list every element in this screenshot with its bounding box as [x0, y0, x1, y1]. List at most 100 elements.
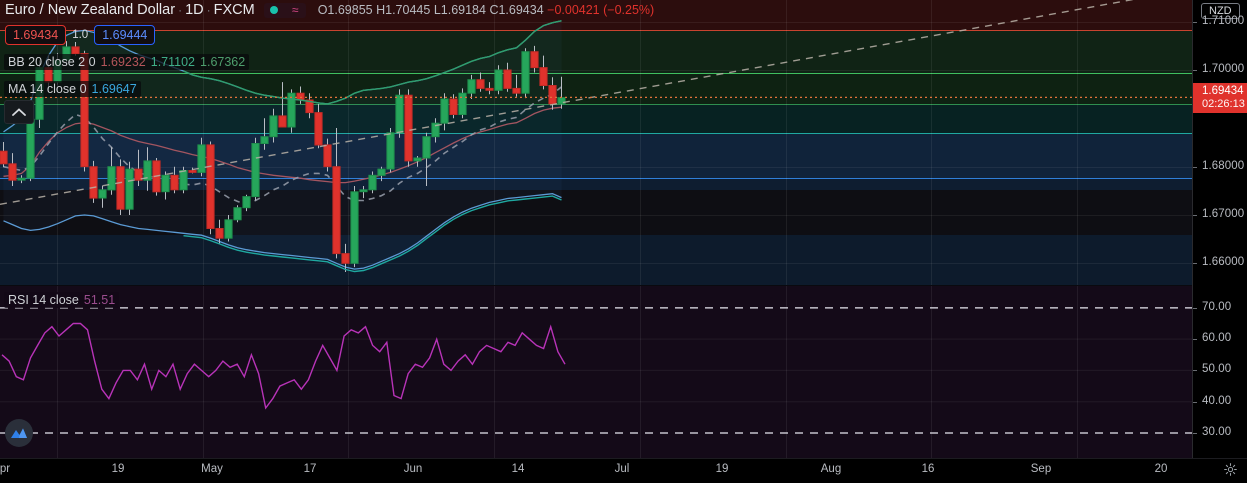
candle-body	[305, 99, 314, 114]
price-axis-tick	[1193, 70, 1197, 71]
settings-gear-icon[interactable]	[1224, 463, 1237, 479]
data-quality-indicator[interactable]: ≈	[285, 3, 306, 18]
candle-body	[242, 196, 251, 209]
time-axis-label: May	[201, 463, 223, 475]
zone-boundary-3	[0, 133, 1192, 134]
zone-band-2	[0, 73, 1192, 104]
price-axis-tick	[1193, 215, 1197, 216]
rsi-vgrid-7	[1077, 286, 1078, 458]
time-axis-label: 19	[715, 463, 729, 475]
candle-body	[449, 98, 458, 115]
rsi-axis-label: 60.00	[1202, 332, 1232, 345]
ohlc-readout: O1.69855 H1.70445 L1.69184 C1.69434 −0.0…	[318, 3, 654, 17]
vgrid-2	[348, 0, 349, 285]
wave-icon: ≈	[291, 3, 299, 17]
app-logo[interactable]	[5, 419, 33, 447]
vgrid-1	[203, 0, 204, 285]
vgrid-3	[494, 0, 495, 285]
rsi-axis-tick	[1193, 402, 1197, 403]
vgrid-7	[1077, 0, 1078, 285]
trend-line	[0, 0, 1135, 206]
time-axis-label: 20	[1154, 463, 1168, 475]
bollinger-bands-legend[interactable]: BB 20 close 2 0 1.69232 1.71102 1.67362	[4, 54, 250, 70]
hgrid-0	[0, 22, 1192, 23]
candle-body	[467, 79, 476, 94]
candle-body	[422, 136, 431, 159]
candle-body	[107, 166, 116, 191]
bid-price-box[interactable]: 1.69434	[5, 25, 67, 45]
market-open-indicator[interactable]	[264, 3, 285, 18]
rsi-legend[interactable]: RSI 14 close 51.51	[4, 292, 120, 308]
candle-body	[323, 144, 332, 168]
ohlc-change: −0.00421	[547, 3, 600, 17]
candle-body	[71, 46, 80, 55]
candle-body	[368, 174, 377, 191]
rsi-axis-tick	[1193, 308, 1197, 309]
candle-body	[494, 69, 503, 91]
rsi-line	[1, 322, 566, 410]
candle-body	[440, 98, 449, 124]
symbol-title[interactable]: Euro / New Zealand Dollar · 1D · FXCM	[0, 2, 255, 18]
rsi-vgrid-4	[640, 286, 641, 458]
price-series-canvas	[0, 0, 1192, 273]
ohlc-close: C1.69434	[489, 3, 544, 17]
candle-body	[521, 51, 530, 94]
time-axis-label: 17	[303, 463, 317, 475]
ask-price-box[interactable]: 1.69444	[94, 25, 156, 45]
candle-body	[179, 170, 188, 191]
bar-countdown: 02:26:13	[1202, 98, 1245, 111]
hgrid-2	[0, 167, 1192, 168]
bb-label: BB 20 close 2 0	[8, 55, 96, 69]
candle-body	[206, 144, 215, 229]
zone-band-3	[0, 104, 1192, 133]
candle-body	[80, 53, 89, 168]
market-status-group[interactable]: ≈	[263, 2, 306, 18]
vgrid-6	[931, 0, 932, 285]
candle-body	[116, 166, 125, 210]
zone-band-7	[0, 235, 1192, 285]
time-axis-label: Aug	[820, 463, 842, 475]
exchange-label: FXCM	[213, 2, 255, 18]
collapse-pane-button[interactable]	[4, 100, 34, 124]
candle-body	[98, 189, 107, 199]
price-chart-pane[interactable]	[0, 0, 1192, 285]
candle-body	[476, 79, 485, 89]
rsi-chart-pane[interactable]	[0, 286, 1192, 458]
rsi-axis-tick	[1193, 433, 1197, 434]
rsi-axis-label: 30.00	[1202, 425, 1232, 438]
last-price-tag: 1.69434 02:26:13	[1193, 83, 1247, 114]
candlestick-series	[0, 41, 566, 272]
vgrid-0	[57, 0, 58, 285]
price-axis[interactable]: NZD 1.71000 1.70000 1.68000 1.67000 1.66000 …	[1192, 0, 1247, 458]
moving-average-legend[interactable]: MA 14 close 0 1.69647	[4, 81, 141, 97]
candle-body	[431, 122, 440, 138]
candle-body	[296, 92, 305, 101]
time-axis-label: pr	[0, 463, 11, 475]
candle-body	[503, 69, 512, 89]
zone-band-5	[0, 178, 1192, 190]
candle-body	[170, 174, 179, 191]
candle-body	[377, 168, 386, 176]
candle-body	[386, 132, 395, 170]
chart-header: Euro / New Zealand Dollar · 1D · FXCM ≈ O1.6…	[0, 0, 654, 20]
time-axis-label: 14	[511, 463, 525, 475]
time-axis-label: Jul	[614, 463, 630, 475]
rsi-axis-tick	[1193, 339, 1197, 340]
spread-value: 1.0	[72, 29, 89, 41]
candle-body	[269, 115, 278, 138]
quote-boxes: 1.69434 1.0 1.69444	[5, 25, 156, 45]
price-axis-label: 1.71000	[1202, 14, 1245, 27]
zone-boundary-4	[0, 178, 1192, 179]
bb-upper-value: 1.71102	[150, 55, 196, 69]
candle-body	[0, 150, 8, 165]
zone-boundary-1	[0, 73, 1192, 74]
price-axis-label: 1.67000	[1202, 207, 1245, 220]
bb-upper-secondary	[183, 20, 562, 105]
interval-label[interactable]: 1D	[185, 2, 204, 18]
candle-body	[8, 163, 17, 181]
time-axis[interactable]: pr 19 May 17 Jun 14 Jul 19 Aug 16 Sep 20	[0, 458, 1247, 483]
currency-badge: NZD	[1201, 3, 1240, 19]
hgrid-3	[0, 215, 1192, 216]
ma-label: MA 14 close 0	[8, 82, 87, 96]
